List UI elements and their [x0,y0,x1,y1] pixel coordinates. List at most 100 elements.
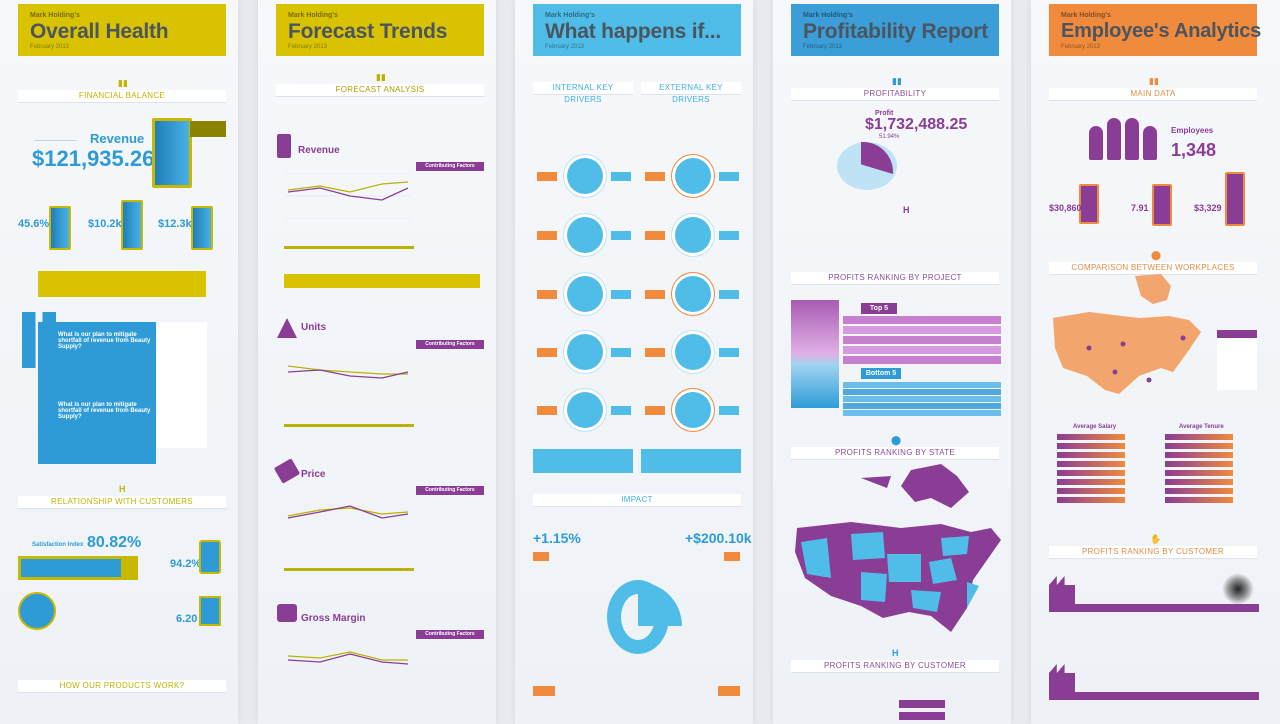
impact-gauge-wedge [638,582,682,626]
metric-1: 45.6% [18,218,50,230]
driver-gauge [675,334,711,370]
banner-profitability: Mark Holding's Profitability Report Febr… [791,4,999,56]
salary-bar [1057,497,1125,503]
driver-note-left [533,449,633,473]
company-label: Mark Holding's [30,12,80,19]
driver-chip-right [611,348,631,357]
top5-row [843,326,1001,334]
top5-row [843,336,1001,344]
bar-chart-icon: ▮▮ [118,78,128,88]
driver-gauge [567,392,603,428]
driver-chip-right [719,406,739,415]
driver-gauge [675,392,711,428]
twitter-icon [18,592,56,630]
customer-bar-2 [1049,692,1259,700]
workplaces-legend [1217,330,1257,390]
driver-chip-right [611,172,631,181]
section-workplaces: COMPARISON BETWEEN WORKPLACES [1049,262,1257,275]
satisfaction-value: 80.82% [87,534,142,551]
tenure-bar [1165,479,1233,485]
driver-chip-left [537,406,557,415]
company-label: Mark Holding's [1061,12,1111,19]
impact-chip-left [533,552,549,561]
date-label: February 2013 [30,44,70,50]
company-label: Mark Holding's [288,12,338,19]
phone-icon-1 [1079,184,1099,224]
profit-pct: 51.94% [879,134,900,140]
score-value: 6.20 [176,613,198,625]
satisfaction-bar-fill [21,559,121,577]
revenue-cylinder [152,118,192,188]
note-strip [284,274,480,288]
tenure-bar [1165,470,1233,476]
panel-profitability: Mark Holding's Profitability Report Febr… [773,0,1011,724]
person-icon [1089,126,1103,160]
units-line-chart [287,365,409,379]
metric-cylinder-1 [49,206,71,250]
date-label: February 2013 [545,44,585,50]
revenue-heading: Revenue [298,145,340,156]
device-icon [199,540,221,574]
h-icon: H [903,205,910,215]
section-external-drivers: EXTERNAL KEY DRIVERS [641,82,741,104]
bar-chart-icon: ▮▮ [1149,76,1159,86]
top5-row [843,346,1001,354]
bar-chart-icon: ▮▮ [892,76,902,86]
panel-forecast-trends: Mark Holding's Forecast Trends February … [258,0,496,724]
impact-chip-bottom-left [533,686,555,696]
panel-title: Employee's Analytics [1061,20,1262,42]
units-heading: Units [301,322,326,333]
main-value-2: 7.91 [1131,203,1149,213]
driver-chip-right [719,348,739,357]
salary-bar [1057,461,1125,467]
price-baseline [284,558,414,571]
main-value-1: $30,860 [1049,203,1082,213]
person-icon [1125,118,1139,160]
driver-chip-right [719,172,739,181]
price-tag-icon [273,458,301,484]
tenure-bar [1165,434,1233,440]
gross-margin-icon [277,604,297,622]
pin-icon: ⬤ [1151,250,1162,260]
section-by-state: PROFITS RANKING BY STATE [791,447,999,460]
driver-gauge [567,334,603,370]
salary-bar [1057,443,1125,449]
revenue-caption: ──────────── [34,138,77,144]
impact-value: +$200.10k [685,530,752,546]
customer-tag-2 [899,712,945,720]
date-label: February 2013 [288,44,328,50]
panel-title: Profitability Report [803,20,989,43]
company-label: Mark Holding's [545,12,595,19]
driver-gauge [567,217,603,253]
section-main-data: MAIN DATA [1049,88,1257,101]
salary-bar [1057,488,1125,494]
units-baseline [284,414,414,427]
banner-overall-health: Mark Holding's Overall Health February 2… [18,4,226,56]
employees-label: Employees [1171,126,1214,135]
h-icon: H [119,484,126,494]
salary-bar [1057,479,1125,485]
bar-chart-icon: ▮▮ [376,72,386,82]
question-2: What is our plan to mitigate shortfall o… [58,402,151,420]
driver-chip-right [719,290,739,299]
pct-2: 94.2% [170,558,202,570]
gross-margin-heading: Gross Margin [301,613,366,624]
revenue-icon [277,134,291,158]
top5-row [843,316,1001,324]
section-financial-balance: FINANCIAL BALANCE [18,90,226,103]
driver-gauge [675,217,711,253]
driver-chip-right [719,231,739,240]
units-icon [277,318,297,338]
panel-title: Forecast Trends [288,20,448,43]
section-by-project: PROFITS RANKING BY PROJECT [791,272,999,285]
driver-gauge [567,276,603,312]
salary-bar [1057,470,1125,476]
contributing-chip: Contributing Factors [416,486,484,495]
section-impact: IMPACT [533,494,741,507]
bottom5-row [843,382,1001,388]
impact-chip-bottom-right [718,686,740,696]
person-icon [1107,118,1121,160]
hand-icon: ✋ [1150,534,1162,544]
section-relationship: RELATIONSHIP WITH CUSTOMERS [18,496,226,509]
section-internal-drivers: INTERNAL KEY DRIVERS [533,82,633,104]
